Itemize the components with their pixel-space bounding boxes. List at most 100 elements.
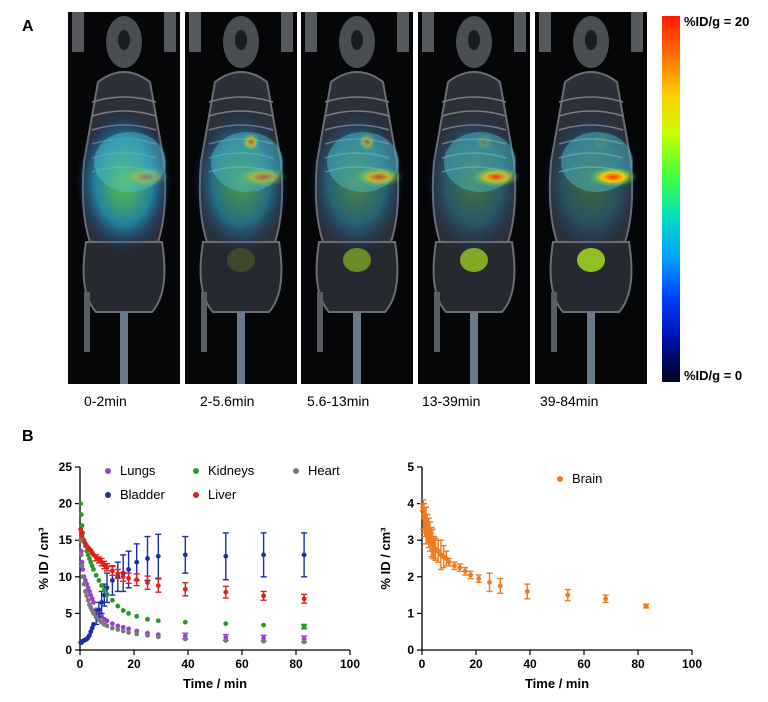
y-tick-label: 15	[59, 533, 73, 547]
series-kidneys	[78, 501, 308, 630]
data-point	[462, 568, 468, 574]
legend-label: Bladder	[120, 487, 165, 502]
data-point	[104, 623, 110, 629]
data-point	[79, 563, 85, 569]
data-point	[261, 552, 266, 558]
data-point	[446, 559, 452, 565]
data-point	[643, 603, 649, 609]
data-point	[134, 559, 140, 565]
y-tick-label: 5	[65, 606, 72, 620]
data-point	[93, 572, 99, 578]
x-tick-label: 20	[127, 657, 141, 671]
data-point	[78, 537, 84, 543]
data-point	[524, 589, 530, 594]
data-point	[115, 571, 121, 577]
series-heart	[78, 537, 307, 645]
data-point	[104, 564, 110, 570]
data-point	[79, 534, 85, 539]
data-point	[87, 632, 92, 638]
pet-frame-5	[535, 12, 647, 384]
data-point	[126, 575, 131, 581]
data-point	[145, 556, 150, 561]
data-point	[85, 585, 91, 591]
data-point	[134, 631, 140, 637]
data-point	[301, 596, 307, 602]
data-point	[134, 613, 140, 619]
legend-marker	[193, 492, 199, 498]
data-point	[78, 526, 84, 532]
data-point	[91, 567, 96, 572]
legend-entry: Kidneys	[193, 463, 255, 478]
legend-marker	[557, 476, 563, 482]
data-point	[110, 578, 115, 583]
x-tick-label: 0	[419, 657, 426, 671]
data-point	[565, 592, 571, 598]
data-point	[110, 568, 115, 574]
data-point	[145, 632, 150, 638]
legend-entry: Lungs	[105, 463, 156, 478]
data-point	[85, 552, 91, 558]
x-tick-label: 100	[340, 657, 360, 671]
y-axis-label: % ID / cm³	[378, 527, 393, 590]
x-axis-label: Time / min	[525, 676, 589, 691]
frame-label-2: 2-5.6min	[200, 393, 255, 409]
data-point	[487, 579, 492, 585]
data-point	[452, 563, 457, 569]
data-point	[261, 593, 266, 599]
legend-entry: Brain	[557, 471, 602, 486]
colorbar	[662, 16, 680, 382]
y-tick-label: 0	[65, 643, 72, 657]
data-point	[80, 574, 86, 580]
organ-uptake-chart: 0 20 40 60 80 100 0 5 10 15 20 25 Time / min % ID / c…	[36, 460, 361, 691]
data-point	[79, 523, 85, 528]
data-point	[476, 576, 482, 582]
data-point	[120, 624, 126, 630]
x-tick-label: 40	[523, 657, 537, 671]
panel-a-letter: A	[22, 18, 34, 35]
frame-label-5: 39-84min	[540, 393, 599, 409]
data-point	[84, 593, 90, 599]
y-tick-label: 3	[407, 533, 414, 547]
data-point	[223, 589, 229, 595]
data-point	[78, 548, 84, 554]
colorbar-min-label: %ID/g = 0	[684, 368, 743, 383]
data-point	[91, 600, 96, 605]
data-point	[99, 600, 104, 605]
x-tick-label: 80	[289, 657, 303, 671]
pet-frame-1	[68, 12, 180, 384]
x-tick-label: 80	[631, 657, 645, 671]
data-point	[301, 639, 307, 645]
x-tick-label: 20	[469, 657, 483, 671]
series-brain	[419, 499, 650, 609]
axes: 0 20 40 60 80 100 0 5 10 15 20 25	[59, 460, 361, 671]
data-point	[99, 583, 104, 588]
data-point	[182, 619, 188, 625]
data-point	[497, 583, 503, 589]
data-point	[261, 622, 266, 628]
data-point	[91, 611, 96, 616]
data-point	[182, 636, 188, 642]
data-point	[87, 589, 92, 594]
x-tick-label: 60	[577, 657, 591, 671]
pet-frame-3	[301, 12, 413, 384]
data-point	[89, 596, 95, 602]
data-point	[87, 556, 92, 561]
y-tick-label: 0	[407, 643, 414, 657]
data-point	[80, 567, 86, 572]
data-point	[89, 563, 95, 569]
series-liver	[78, 526, 308, 604]
data-point	[88, 592, 94, 598]
data-point	[85, 597, 91, 603]
data-point	[110, 625, 115, 631]
data-point	[223, 638, 229, 643]
data-point	[88, 629, 94, 635]
data-point	[126, 626, 131, 632]
data-point	[115, 623, 121, 629]
pet-image-strip	[68, 12, 648, 386]
data-point	[145, 616, 150, 622]
x-tick-label: 60	[235, 657, 249, 671]
data-point	[155, 618, 161, 624]
x-tick-label: 0	[77, 657, 84, 671]
x-tick-label: 100	[682, 657, 702, 671]
legend-marker	[105, 468, 111, 474]
